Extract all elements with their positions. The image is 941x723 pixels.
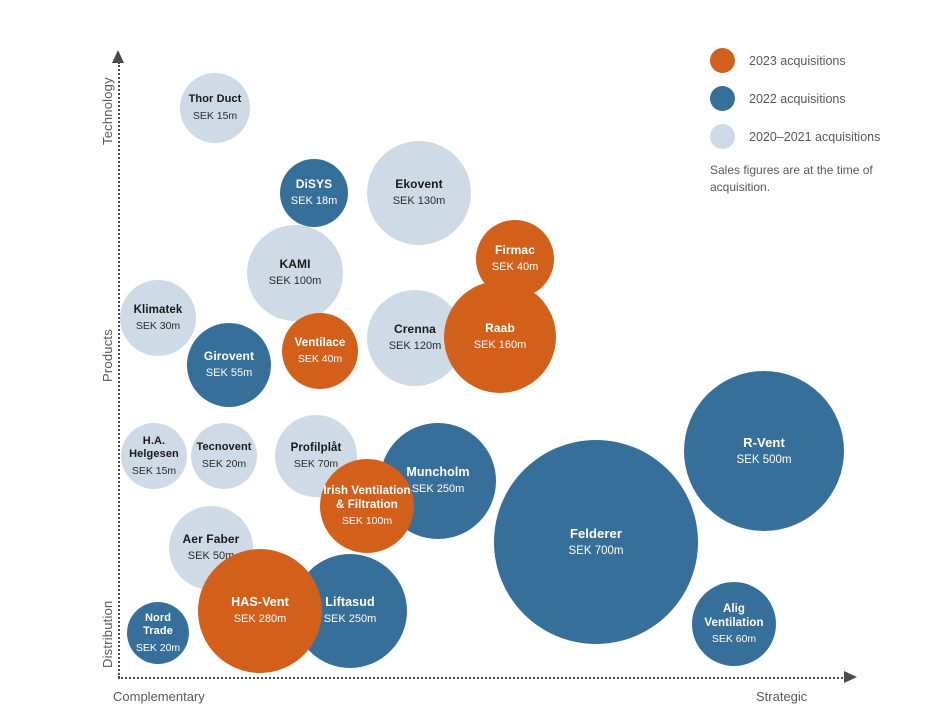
x-axis-line xyxy=(118,677,850,679)
bubble-value: SEK 50m xyxy=(187,550,235,563)
bubble-alig-ventilation[interactable]: Alig Ventilation SEK 60m xyxy=(692,582,776,666)
bubble-value: SEK 60m xyxy=(711,633,757,646)
bubble-label: Liftasud xyxy=(325,595,375,610)
bubble-label: Aer Faber xyxy=(182,532,240,547)
bubble-value: SEK 55m xyxy=(205,367,253,380)
bubble-h-a-helgesen[interactable]: H.A. Helgesen SEK 15m xyxy=(121,423,187,489)
bubble-value: SEK 700m xyxy=(568,545,624,558)
bubble-value: SEK 40m xyxy=(491,261,539,274)
bubble-value: SEK 100m xyxy=(268,275,322,288)
bubble-label: KAMI xyxy=(279,257,311,272)
bubble-label: Irish Ventilation & Filtration xyxy=(323,485,411,512)
legend-items: 2023 acquisitions 2022 acquisitions 2020–2… xyxy=(710,48,935,149)
legend-swatch-icon xyxy=(710,48,735,73)
bubble-raab[interactable]: Raab SEK 160m xyxy=(444,281,556,393)
bubble-label: Crenna xyxy=(394,322,436,337)
legend-item-label: 2022 acquisitions xyxy=(749,91,846,106)
x-axis-label-complementary: Complementary xyxy=(113,689,205,704)
legend-swatch-icon xyxy=(710,124,735,149)
bubble-label: Girovent xyxy=(203,349,255,364)
bubble-label: Alig Ventilation xyxy=(704,603,764,630)
bubble-value: SEK 70m xyxy=(293,458,339,471)
y-axis-line xyxy=(118,62,120,678)
legend: 2023 acquisitions 2022 acquisitions 2020–2… xyxy=(710,48,935,196)
legend-note: Sales figures are at the time of acquisi… xyxy=(710,163,873,195)
bubble-label: Raab xyxy=(485,321,515,336)
bubble-r-vent[interactable]: R-Vent SEK 500m xyxy=(684,371,844,531)
bubble-value: SEK 120m xyxy=(388,340,442,353)
legend-item-2022[interactable]: 2022 acquisitions xyxy=(710,86,935,111)
bubble-label: Profilplåt xyxy=(290,442,342,455)
bubble-girovent[interactable]: Girovent SEK 55m xyxy=(187,323,271,407)
bubble-label: R-Vent xyxy=(743,434,785,450)
bubble-irish-ventilation-filtration[interactable]: Irish Ventilation & Filtration SEK 100m xyxy=(320,459,414,553)
bubble-label: H.A. Helgesen xyxy=(129,434,179,461)
bubble-value: SEK 40m xyxy=(297,353,343,366)
bubble-label: Klimatek xyxy=(133,304,183,317)
bubble-value: SEK 130m xyxy=(392,195,446,208)
bubble-klimatek[interactable]: Klimatek SEK 30m xyxy=(120,280,196,356)
bubble-value: SEK 250m xyxy=(323,613,377,626)
bubble-label: Firmac xyxy=(495,243,535,258)
bubble-value: SEK 30m xyxy=(135,320,181,333)
bubble-disys[interactable]: DiSYS SEK 18m xyxy=(280,159,348,227)
bubble-value: SEK 15m xyxy=(192,109,238,122)
x-axis-label-strategic: Strategic xyxy=(756,689,808,704)
legend-swatch-icon xyxy=(710,86,735,111)
bubble-label: DiSYS xyxy=(295,177,333,192)
bubble-ekovent[interactable]: Ekovent SEK 130m xyxy=(367,141,471,245)
legend-item-2020-2021[interactable]: 2020–2021 acquisitions xyxy=(710,124,935,149)
bubble-label: Tecnovent xyxy=(196,441,252,454)
bubble-label: Ventilace xyxy=(294,337,346,350)
bubble-value: SEK 160m xyxy=(473,339,527,352)
bubble-value: SEK 20m xyxy=(135,641,181,654)
bubble-value: SEK 20m xyxy=(201,457,247,470)
bubble-value: SEK 100m xyxy=(341,515,393,528)
bubble-label: Felderer xyxy=(569,525,623,541)
bubble-ventilace[interactable]: Ventilace SEK 40m xyxy=(282,313,358,389)
bubble-nord-trade[interactable]: Nord Trade SEK 20m xyxy=(127,602,189,664)
y-axis-arrow-icon xyxy=(112,50,124,63)
bubble-label: HAS-Vent xyxy=(231,595,289,610)
legend-item-2023[interactable]: 2023 acquisitions xyxy=(710,48,935,73)
y-axis-label-distribution: Distribution xyxy=(100,600,115,668)
bubble-kami[interactable]: KAMI SEK 100m xyxy=(247,225,343,321)
x-axis-arrow-icon xyxy=(844,671,857,683)
bubble-value: SEK 250m xyxy=(411,483,465,496)
bubble-tecnovent[interactable]: Tecnovent SEK 20m xyxy=(191,423,257,489)
bubble-value: SEK 280m xyxy=(233,613,287,626)
bubble-label: Nord Trade xyxy=(143,611,173,638)
bubble-label: Thor Duct xyxy=(188,93,242,106)
bubble-label: Muncholm xyxy=(406,465,470,480)
bubble-label: Ekovent xyxy=(395,177,443,192)
legend-item-label: 2020–2021 acquisitions xyxy=(749,129,881,144)
y-axis-label-products: Products xyxy=(100,329,115,382)
bubble-thor-duct[interactable]: Thor Duct SEK 15m xyxy=(180,73,250,143)
legend-item-label: 2023 acquisitions xyxy=(749,53,846,68)
bubble-value: SEK 18m xyxy=(290,195,338,208)
bubble-value: SEK 15m xyxy=(131,464,177,477)
bubble-has-vent[interactable]: HAS-Vent SEK 280m xyxy=(198,549,322,673)
y-axis-label-technology: Technology xyxy=(100,77,115,145)
bubble-value: SEK 500m xyxy=(736,454,792,467)
bubble-felderer[interactable]: Felderer SEK 700m xyxy=(494,440,698,644)
